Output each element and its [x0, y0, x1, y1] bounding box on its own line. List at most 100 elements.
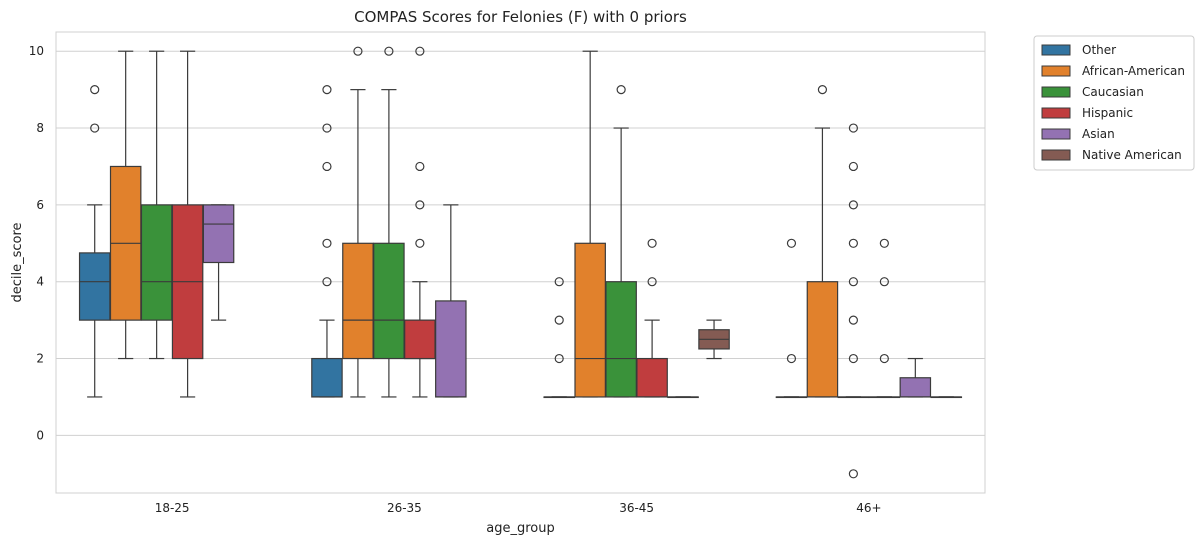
box-hispanic-46+: [868, 238, 901, 399]
outlier-point: [647, 277, 657, 287]
x-axis-label: age_group: [486, 521, 554, 536]
legend-frame: [1033, 35, 1195, 171]
box-african-american-18-25: [109, 50, 142, 360]
box-hispanic-26-35: [404, 46, 436, 398]
outlier-point: [415, 238, 425, 248]
outlier-point: [353, 46, 363, 56]
outlier-point: [90, 123, 100, 133]
x-axis-ticks: 18-25 26-35 36-45 46+: [155, 501, 882, 515]
legend-swatch: [1041, 149, 1071, 161]
box-iqr: [404, 319, 436, 360]
box-asian-26-35: [435, 204, 467, 398]
box-groups: [78, 46, 963, 479]
box-african-american-36-45: [574, 50, 606, 398]
outlier-point: [554, 277, 564, 287]
y-tick-label: 0: [36, 428, 44, 442]
outlier-point: [554, 353, 564, 364]
y-tick-label: 4: [36, 275, 44, 289]
legend-label: Other: [1082, 43, 1116, 57]
box-hispanic-36-45: [636, 238, 668, 398]
outlier-point: [90, 85, 100, 95]
outlier-point: [616, 85, 626, 95]
legend: Other African-American Caucasian Hispanic As…: [1033, 35, 1195, 171]
box-african-american-46+: [806, 85, 839, 398]
outlier-point: [415, 161, 425, 172]
box-caucasian-18-25: [140, 50, 173, 360]
box-hispanic-18-25: [171, 50, 204, 398]
y-axis-ticks: 0 2 4 6 8 10: [29, 44, 44, 442]
outlier-point: [322, 123, 332, 133]
legend-label: Asian: [1082, 127, 1115, 141]
legend-item: Caucasian: [1041, 85, 1144, 99]
box-iqr: [78, 252, 111, 321]
box-iqr: [636, 357, 668, 398]
legend-item: Native American: [1041, 148, 1182, 162]
outlier-point: [817, 85, 828, 95]
box-iqr: [806, 281, 839, 398]
box-other-46+: [775, 238, 808, 399]
y-axis-label: decile_score: [10, 222, 25, 302]
outlier-point: [415, 46, 425, 56]
outlier-point: [322, 85, 332, 95]
legend-item: African-American: [1041, 64, 1185, 78]
box-iqr: [899, 377, 932, 398]
box-other-18-25: [78, 85, 111, 398]
y-tick-label: 10: [29, 44, 44, 58]
outlier-point: [647, 238, 657, 248]
legend-swatch: [1041, 65, 1071, 77]
legend-item: Hispanic: [1041, 106, 1133, 120]
box-iqr: [435, 300, 467, 398]
y-tick-label: 8: [36, 121, 44, 135]
box-asian-46+: [899, 357, 932, 398]
box-asian-36-45: [667, 396, 699, 399]
box-native-american-36-45: [698, 319, 730, 360]
outlier-point: [848, 315, 858, 325]
box-iqr: [605, 281, 637, 398]
outlier-point: [322, 161, 332, 172]
outlier-point: [848, 469, 858, 479]
legend-label: Hispanic: [1082, 106, 1133, 120]
box-iqr: [140, 204, 173, 321]
outlier-point: [415, 200, 425, 210]
box-african-american-26-35: [342, 46, 374, 398]
outlier-point: [848, 238, 858, 248]
legend-swatch: [1041, 44, 1071, 56]
legend-label: Caucasian: [1082, 85, 1144, 99]
box-iqr: [574, 242, 606, 398]
outlier-point: [848, 123, 858, 133]
outlier-point: [384, 46, 394, 56]
x-tick-label: 36-45: [619, 501, 654, 515]
x-tick-label: 18-25: [155, 501, 190, 515]
outlier-point: [848, 200, 858, 210]
y-tick-label: 2: [36, 352, 44, 366]
outlier-point: [848, 277, 858, 287]
outlier-point: [848, 353, 858, 364]
legend-label: African-American: [1082, 64, 1185, 78]
outlier-point: [786, 353, 797, 364]
outlier-point: [879, 277, 889, 287]
outlier-point: [879, 353, 889, 364]
x-tick-label: 26-35: [387, 501, 422, 515]
outlier-point: [848, 161, 858, 172]
legend-label: Native American: [1082, 148, 1182, 162]
box-caucasian-36-45: [605, 85, 637, 398]
outlier-point: [322, 277, 332, 287]
plot-area-frame: [55, 31, 986, 494]
box-iqr: [202, 204, 235, 264]
box-caucasian-26-35: [373, 46, 405, 398]
x-tick-label: 46+: [856, 501, 881, 515]
outlier-point: [554, 315, 564, 325]
legend-item: Other: [1041, 43, 1116, 57]
box-asian-18-25: [202, 204, 235, 321]
legend-swatch: [1041, 107, 1071, 119]
outlier-point: [879, 238, 889, 248]
box-iqr: [373, 242, 405, 360]
legend-swatch: [1041, 128, 1071, 140]
box-iqr: [311, 357, 343, 398]
box-other-36-45: [543, 277, 575, 399]
box-other-26-35: [311, 85, 343, 398]
outlier-point: [786, 238, 797, 248]
chart-title: COMPAS Scores for Felonies (F) with 0 pr…: [354, 8, 687, 26]
